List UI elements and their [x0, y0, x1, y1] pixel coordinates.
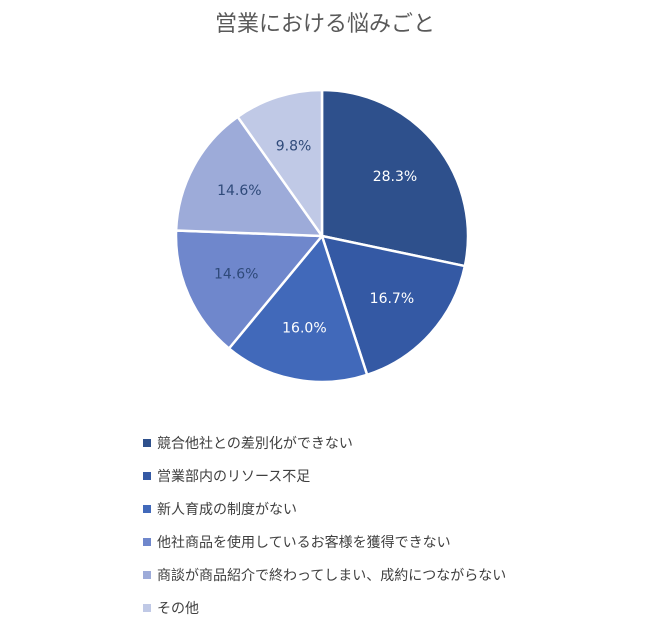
legend-swatch	[143, 537, 151, 546]
legend-item-1: 競合他社との差別化ができない	[143, 426, 623, 459]
legend-swatch	[143, 438, 151, 447]
legend-item-5: 商談が商品紹介で終わってしまい、成約につながらない	[143, 558, 623, 591]
pie-slice-5	[174, 115, 324, 238]
pie-slice-6	[236, 88, 324, 238]
pie-slices	[174, 88, 470, 384]
legend-label: 競合他社との差別化ができない	[157, 435, 353, 452]
legend-swatch	[143, 471, 151, 480]
legend-swatch	[143, 570, 151, 579]
legend-swatch	[143, 603, 151, 612]
legend: 競合他社との差別化ができない 営業部内のリソース不足 新人育成の制度がない他社商品を…	[143, 426, 623, 624]
pie-chart: 28.3% 16.7% 16.0% 14.6% 14.6% 9.8%	[174, 88, 470, 384]
data-label-3: 16.0%	[282, 320, 326, 336]
legend-item-4: 他社商品を使用しているお客様を獲得できない	[143, 525, 623, 558]
data-label-5: 14.6%	[217, 183, 261, 199]
data-label-1: 28.3%	[373, 169, 417, 185]
legend-label: その他	[157, 600, 199, 617]
data-label-2: 16.7%	[370, 291, 414, 307]
pie-slice-4	[174, 229, 324, 350]
chart-title: 営業における悩みごと	[214, 12, 435, 37]
pie-slice-1	[320, 88, 470, 268]
pie-slice-2	[320, 234, 467, 377]
legend-label: 新人育成の制度がない	[157, 501, 297, 518]
legend-item-3: 新人育成の制度がない	[143, 492, 623, 525]
legend-label: 他社商品を使用しているお客様を獲得できない	[157, 534, 451, 551]
legend-label: 商談が商品紹介で終わってしまい、成約につながらない	[157, 567, 507, 584]
pie-data-labels: 28.3% 16.7% 16.0% 14.6% 14.6% 9.8%	[214, 138, 417, 336]
legend-swatch	[143, 504, 151, 513]
data-label-6: 9.8%	[276, 138, 312, 154]
data-label-4: 14.6%	[214, 266, 258, 282]
legend-item-6: その他	[143, 591, 623, 624]
pie-slice-3	[227, 234, 369, 384]
legend-item-2: 営業部内のリソース不足	[143, 459, 623, 492]
legend-label: 営業部内のリソース不足	[157, 468, 311, 485]
